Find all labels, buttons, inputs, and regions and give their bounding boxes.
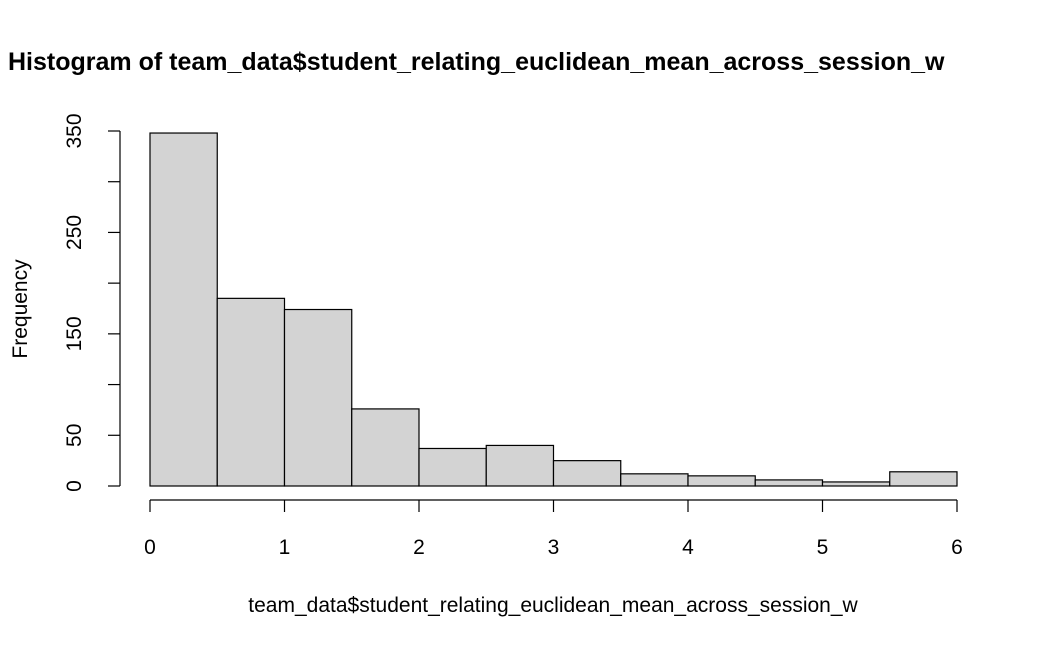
x-tick-label-1: 1 (279, 536, 291, 559)
x-tick-label-4: 4 (682, 536, 694, 559)
bars-group (149, 132, 958, 487)
histogram-bar-2 (283, 308, 353, 487)
histogram-bar-1 (216, 297, 286, 487)
histogram-bar-7 (620, 473, 689, 487)
histogram-bar-6 (552, 460, 622, 487)
y-axis: 0 50 150 250 350 (63, 113, 121, 492)
y-axis-label: Frequency (9, 259, 32, 359)
histogram-bar-0 (149, 132, 218, 487)
y-tick-label-2: 150 (63, 316, 86, 351)
histogram-bar-3 (351, 408, 420, 487)
x-tick-label-6: 6 (951, 536, 963, 559)
histogram-bar-11 (889, 471, 958, 487)
x-axis-label: team_data$student_relating_euclidean_mea… (248, 594, 858, 617)
histogram-bar-10 (821, 481, 891, 487)
y-tick-label-3: 250 (63, 215, 86, 250)
x-tick-label-3: 3 (548, 536, 560, 559)
histogram-bar-8 (687, 475, 756, 487)
x-tick-label-5: 5 (817, 536, 829, 559)
chart-title: Histogram of team_data$student_relating_… (8, 48, 945, 76)
histogram-bar-9 (754, 479, 824, 487)
y-tick-label-1: 50 (63, 424, 86, 447)
x-tick-label-2: 2 (413, 536, 425, 559)
y-tick-label-0: 0 (63, 480, 86, 492)
histogram-bar-5 (485, 444, 555, 487)
y-tick-label-4: 350 (63, 113, 86, 148)
x-tick-label-0: 0 (144, 536, 156, 559)
histogram-bar-4 (418, 447, 487, 487)
x-axis: 0 1 2 3 4 5 6 (144, 499, 963, 559)
